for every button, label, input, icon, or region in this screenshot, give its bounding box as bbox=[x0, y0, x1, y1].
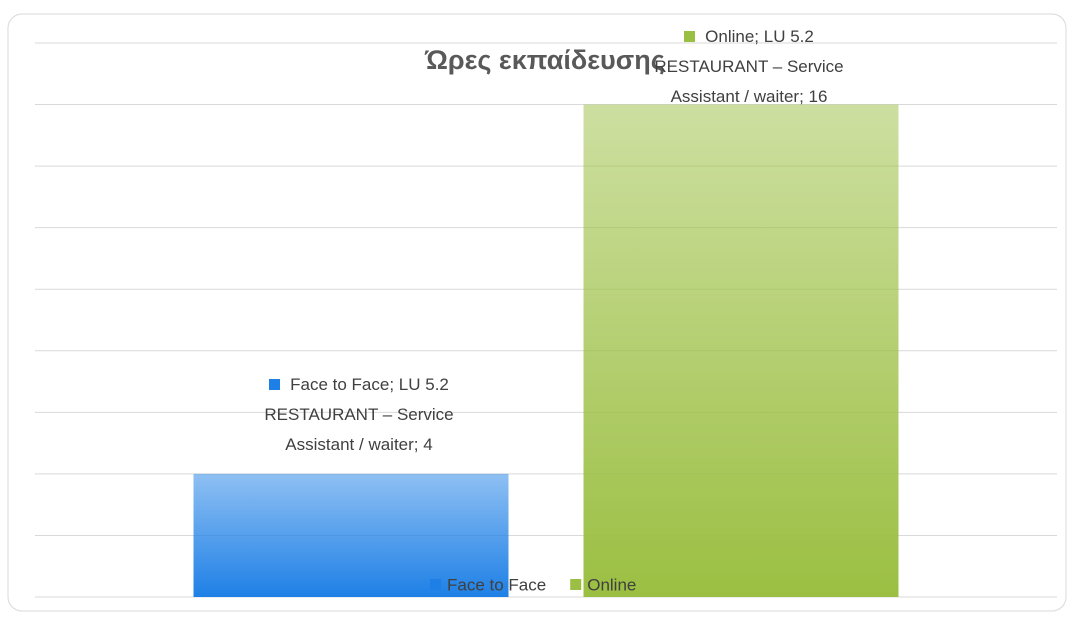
legend-key bbox=[684, 31, 696, 42]
bar bbox=[583, 104, 899, 598]
data-label-text: Face to Face; LU 5.2 RESTAURANT – Servic… bbox=[264, 374, 454, 454]
data-label: Online; LU 5.2 RESTAURANT – Service Assi… bbox=[644, 22, 854, 112]
legend-label: Face to Face bbox=[447, 575, 546, 594]
data-label-text: Online; LU 5.2 RESTAURANT – Service Assi… bbox=[654, 27, 844, 106]
legend-label: Online bbox=[587, 575, 636, 594]
data-label: Face to Face; LU 5.2 RESTAURANT – Servic… bbox=[254, 370, 464, 460]
chart-title: Ώρες εκπαίδευσης bbox=[424, 45, 664, 75]
legend-key bbox=[269, 378, 281, 390]
chart-frame bbox=[7, 13, 1067, 612]
bar bbox=[193, 473, 509, 597]
legend-swatch bbox=[430, 579, 441, 590]
legend-swatch bbox=[570, 579, 582, 590]
